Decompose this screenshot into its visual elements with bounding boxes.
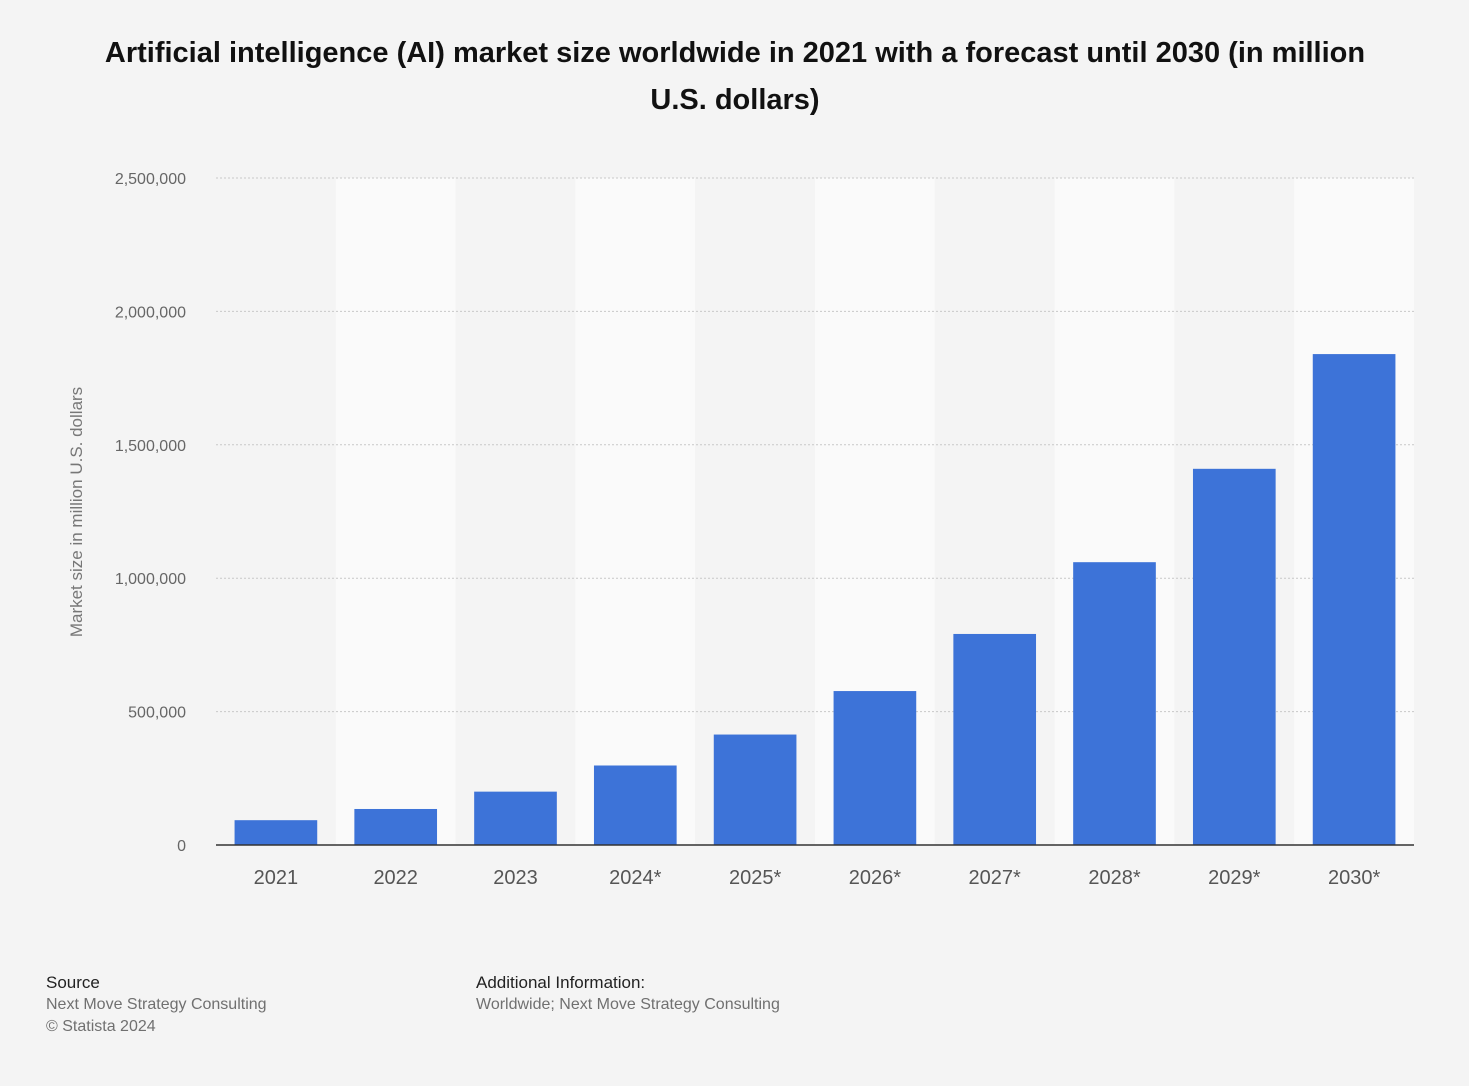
source-name: Next Move Strategy Consulting: [46, 996, 267, 1013]
x-tick-label: 2022: [373, 867, 418, 889]
y-tick-label: 0: [177, 838, 186, 855]
x-tick-label: 2025*: [729, 867, 781, 889]
y-tick-label: 2,500,000: [115, 171, 186, 188]
x-tick-label: 2026*: [849, 867, 901, 889]
column-band: [575, 178, 696, 845]
x-tick-label: 2021: [254, 867, 299, 889]
bar-chart: 0 500,000 1,000,000 1,500,000 2,000,000 2,500…: [67, 171, 1414, 889]
column-band: [335, 178, 456, 845]
bar: [234, 820, 318, 845]
bar: [1312, 354, 1396, 845]
x-tick-label: 2030*: [1328, 867, 1380, 889]
y-tick-label: 1,000,000: [115, 571, 186, 588]
additional-info-text: Worldwide; Next Move Strategy Consulting: [476, 996, 780, 1013]
column-band: [216, 178, 336, 845]
bar: [474, 791, 557, 845]
bar: [1073, 562, 1156, 845]
x-tick-label: 2027*: [969, 867, 1021, 889]
bar: [1192, 468, 1276, 845]
additional-info-heading: Additional Information:: [476, 973, 646, 992]
y-tick-label: 500,000: [128, 705, 186, 722]
source-block: Source Next Move Strategy Consulting © S…: [46, 972, 267, 1038]
bar: [833, 691, 917, 845]
bar: [953, 633, 1037, 845]
bar: [713, 734, 797, 845]
x-tick-label: 2029*: [1208, 867, 1260, 889]
bar: [593, 765, 677, 845]
bar: [354, 808, 438, 845]
y-tick-label: 2,000,000: [115, 304, 186, 321]
y-tick-label: 1,500,000: [115, 438, 186, 455]
column-band: [695, 178, 815, 845]
source-heading: Source: [46, 973, 100, 992]
x-tick-label: 2024*: [609, 867, 661, 889]
column-band: [455, 178, 576, 845]
copyright-text: © Statista 2024: [46, 1018, 156, 1035]
x-tick-label: 2028*: [1088, 867, 1140, 889]
y-axis-label: Market size in million U.S. dollars: [67, 387, 86, 637]
chart-title: Artificial intelligence (AI) market size…: [104, 37, 1366, 116]
x-tick-label: 2023: [493, 867, 538, 889]
additional-info-block: Additional Information: Worldwide; Next …: [476, 972, 780, 1016]
